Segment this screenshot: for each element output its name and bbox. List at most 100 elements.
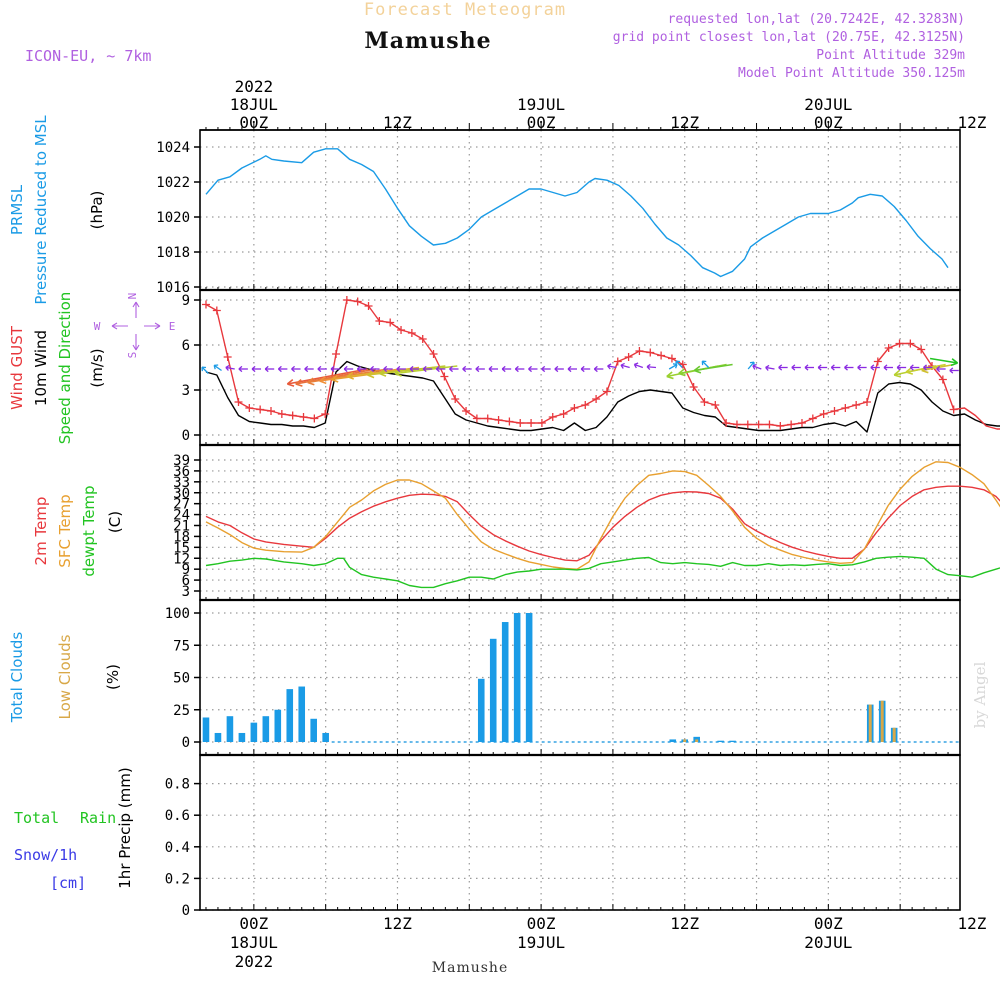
- wind-barb-head: [449, 365, 453, 373]
- wind-barb-head: [277, 365, 282, 373]
- wind-barb-head: [593, 365, 598, 373]
- gust-marker: [332, 350, 341, 358]
- wind-gust-line: [205, 299, 1000, 430]
- bottom-time-label: 12Z: [958, 914, 987, 933]
- wind-barb-head: [356, 365, 361, 373]
- wind-barb: [701, 360, 710, 368]
- gust-marker: [483, 414, 492, 423]
- wind-barb-head: [488, 365, 493, 373]
- wind-barb-head: [701, 360, 707, 366]
- total-cloud-bar: [202, 717, 210, 742]
- gust-marker: [700, 398, 709, 406]
- gust-marker: [310, 414, 319, 423]
- label-total: Total: [14, 809, 59, 827]
- wind-barb-head: [949, 367, 954, 374]
- panel-frame-temp: [199, 444, 961, 601]
- low-cloud-bar: [695, 739, 699, 742]
- wind-barb: [747, 361, 755, 370]
- wind-barb-head: [646, 363, 651, 371]
- gust-marker: [462, 407, 471, 415]
- wind-barb-head: [567, 365, 572, 373]
- requested-coords: requested lon,lat (20.7242E, 42.3283N): [668, 12, 965, 27]
- gust-marker: [234, 398, 243, 406]
- y-tick-label: 3: [182, 383, 190, 399]
- label-low-clouds: Low Clouds: [56, 634, 74, 719]
- data-layer: [201, 148, 1000, 743]
- gust-marker: [689, 383, 698, 391]
- y-tick-label: 0: [182, 735, 190, 751]
- wind-barb-head: [501, 365, 506, 373]
- gust-marker: [797, 419, 806, 427]
- wind-arrow: [905, 363, 946, 373]
- wind-barb: [765, 366, 775, 370]
- wind-barb-head: [923, 364, 927, 371]
- y-tick-label: 33: [173, 475, 190, 491]
- compass-south: S: [126, 352, 139, 359]
- gust-marker: [884, 344, 893, 352]
- credit-watermark: by Angel: [971, 661, 989, 728]
- label-snow: Snow/1h: [14, 846, 77, 864]
- total-cloud-bar: [525, 613, 533, 742]
- wind-arrow: [929, 357, 958, 364]
- wind-barb: [225, 366, 235, 370]
- label-total-clouds: Total Clouds: [8, 632, 26, 724]
- gust-marker: [873, 357, 882, 366]
- gust-marker: [624, 353, 633, 361]
- wind-barb-head: [830, 364, 835, 371]
- wind-barb-head: [238, 365, 243, 373]
- y-tick-label: 36: [173, 464, 190, 480]
- wind-barb-head: [633, 362, 639, 369]
- wind-barb: [620, 364, 630, 369]
- label-speed-direction: Speed and Direction: [56, 292, 74, 445]
- top-time-label: 00Z: [527, 113, 556, 132]
- gust-marker: [364, 302, 373, 310]
- y-tick-label: 9: [182, 562, 190, 578]
- bottom-day-label: 18JUL: [230, 933, 278, 952]
- gust-marker: [732, 420, 741, 429]
- gust-marker: [516, 419, 525, 427]
- gust-marker: [592, 395, 601, 403]
- gust-marker: [386, 318, 395, 327]
- wind-barb-head: [251, 365, 256, 373]
- wind-arrow-head: [295, 378, 303, 387]
- gust-marker: [819, 410, 828, 418]
- total-cloud-bar: [310, 718, 317, 742]
- top-time-label: 00Z: [814, 113, 843, 132]
- y-tick-label: 27: [173, 497, 190, 513]
- wind-arrow-head: [666, 371, 674, 380]
- y-tick-label: 1022: [156, 175, 190, 191]
- wind-barb-head: [435, 365, 440, 373]
- wind-barb: [646, 366, 657, 369]
- wind-arrow: [379, 365, 446, 375]
- wind-barb-head: [330, 365, 335, 373]
- wind-barb: [675, 360, 683, 368]
- wind-arrow-head: [893, 369, 902, 378]
- wind-barb: [668, 363, 678, 370]
- gust-marker: [451, 395, 460, 403]
- y-tick-label: 0: [182, 428, 190, 444]
- gust-marker: [288, 411, 297, 420]
- wind-arrow-head: [693, 365, 702, 374]
- label-dewpt-temp: dewpt Temp: [80, 485, 98, 576]
- wind-arrow: [394, 365, 458, 375]
- wind-barb-head: [620, 362, 625, 369]
- total-cloud-bar: [501, 622, 509, 742]
- top-day-label: 18JUL: [230, 95, 278, 114]
- label-sfc-temp: SFC Temp: [56, 494, 74, 567]
- wind-barb-head: [791, 364, 796, 371]
- wind-arrow-head: [307, 377, 315, 386]
- panel-frame-pressure: [199, 129, 961, 291]
- y-tick-label: 0.8: [165, 777, 190, 793]
- top-time-label: 12Z: [383, 113, 412, 132]
- gust-marker: [299, 413, 308, 421]
- wind-barb-head: [817, 364, 822, 371]
- gust-marker: [548, 413, 557, 421]
- y-tick-label: 50: [173, 671, 190, 687]
- gust-marker: [754, 420, 763, 429]
- y-tick-label: 0.2: [165, 871, 190, 887]
- wind-arrow-head: [286, 378, 295, 387]
- wind-arrow-head: [950, 358, 959, 367]
- wind-barb-head: [475, 365, 480, 373]
- gust-marker: [657, 351, 666, 360]
